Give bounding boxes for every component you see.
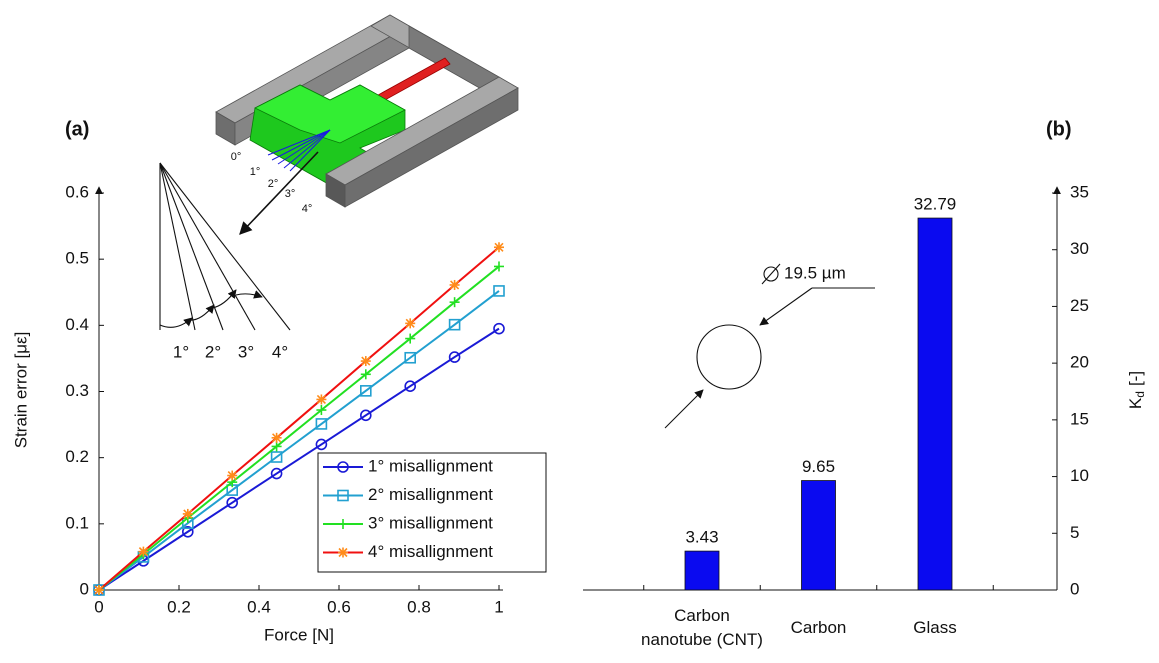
marker	[450, 280, 460, 290]
marker	[494, 242, 504, 252]
marker	[361, 356, 371, 366]
legend-marker	[338, 548, 348, 558]
y-tick-label: 25	[1070, 296, 1089, 315]
y-axis-label: Kd [-]	[1126, 371, 1147, 409]
marker	[138, 547, 148, 557]
bar	[802, 481, 836, 590]
y-tick-label: 10	[1070, 466, 1089, 485]
y-axis-label: Strain error [με]	[11, 332, 30, 449]
fan-angle-label: 2°	[205, 342, 221, 361]
y-tick-label: 0	[80, 579, 89, 598]
device-angle-label: 1°	[250, 166, 261, 178]
fan-angle-label: 4°	[272, 342, 288, 361]
x-tick-label: 0.8	[407, 597, 431, 616]
y-tick-label: 0.4	[65, 315, 89, 334]
x-axis-label: Force [N]	[264, 625, 334, 644]
marker	[227, 471, 237, 481]
x-tick-label: 0.4	[247, 597, 271, 616]
fan-angle-label: 3°	[238, 342, 254, 361]
x-tick-label: 1	[494, 597, 503, 616]
y-tick-label: 0	[1070, 579, 1079, 598]
y-axis-label-base: K	[1126, 397, 1145, 409]
x-tick-label: 0.6	[327, 597, 351, 616]
value-label: 3.43	[685, 528, 718, 547]
y-tick-label: 15	[1070, 409, 1089, 428]
x-tick-label: Glass	[873, 603, 997, 653]
panel-label: (a)	[65, 118, 89, 140]
figure: 0 0.1 0.2 0.3 0.4 0.5 0.6 0 0.2 0.4 0.6 0.8 1 Force […	[0, 0, 1159, 663]
bar	[918, 218, 952, 590]
marker	[94, 585, 104, 595]
y-tick-label: 35	[1070, 182, 1089, 201]
fiber-sketch	[665, 264, 875, 428]
y-axis-label-subscript: d	[1133, 391, 1147, 398]
legend-label: 3° misallignment	[368, 513, 493, 532]
legend-label: 4° misallignment	[368, 542, 493, 561]
y-tick-label: 0.6	[65, 182, 89, 201]
y-tick-label: 5	[1070, 523, 1079, 542]
device-illustration	[216, 15, 518, 234]
annotation: 19.5 µm	[784, 263, 846, 282]
panel-label: (b)	[1046, 118, 1072, 140]
y-axis-label-unit: [-]	[1126, 371, 1145, 386]
marker	[183, 509, 193, 519]
x-tick-label: 0	[94, 597, 103, 616]
marker	[316, 394, 326, 404]
marker	[405, 318, 415, 328]
y-tick-label: 0.2	[65, 447, 89, 466]
y-tick-label: 30	[1070, 239, 1089, 258]
legend-label: 1° misallignment	[368, 456, 493, 475]
y-tick-label: 0.1	[65, 513, 89, 532]
legend-label: 2° misallignment	[368, 485, 493, 504]
y-tick-label: 0.3	[65, 381, 89, 400]
device-angle-label: 2°	[268, 178, 279, 190]
device-angle-label: 4°	[302, 203, 313, 215]
bar	[685, 551, 719, 590]
y-tick-label: 0.5	[65, 249, 89, 268]
x-tick-label: Carbon nanotube (CNT)	[640, 603, 764, 653]
device-angle-label: 0°	[231, 151, 242, 163]
value-label: 9.65	[802, 457, 835, 476]
y-tick-label: 20	[1070, 353, 1089, 372]
chart: 0 0.1 0.2 0.3 0.4 0.5 0.6 0 0.2 0.4 0.6 0.8 1 Force […	[0, 0, 1159, 663]
marker	[272, 433, 282, 443]
device-angle-label: 3°	[285, 188, 296, 200]
x-tick-label: Carbon	[757, 603, 881, 653]
fan-angle-label: 1°	[173, 342, 189, 361]
value-label: 32.79	[914, 195, 957, 214]
x-tick-label: 0.2	[167, 597, 191, 616]
